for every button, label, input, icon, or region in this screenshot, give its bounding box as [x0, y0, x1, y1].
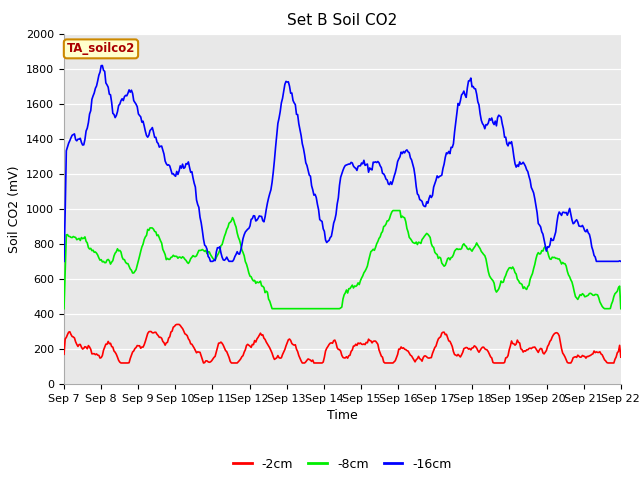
Title: Set B Soil CO2: Set B Soil CO2 — [287, 13, 397, 28]
Y-axis label: Soil CO2 (mV): Soil CO2 (mV) — [8, 165, 20, 252]
X-axis label: Time: Time — [327, 409, 358, 422]
Text: TA_soilco2: TA_soilco2 — [67, 42, 135, 55]
Legend: -2cm, -8cm, -16cm: -2cm, -8cm, -16cm — [228, 453, 457, 476]
